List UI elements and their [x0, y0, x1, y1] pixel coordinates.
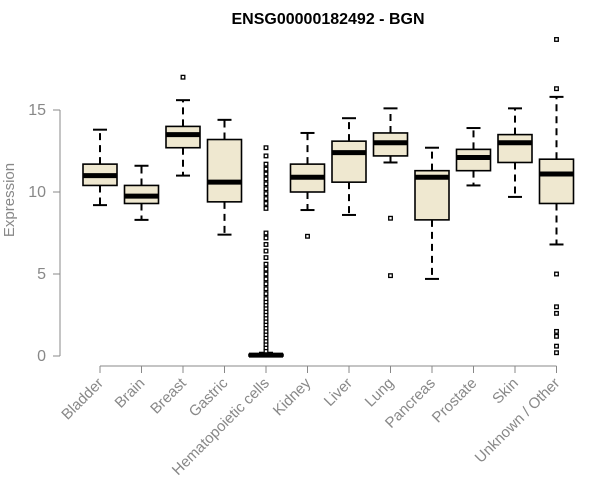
outlier-point	[263, 166, 269, 172]
outlier-point	[263, 201, 269, 206]
x-tick-label: Kidney	[270, 374, 315, 419]
box-brain	[123, 164, 160, 221]
outlier-point	[263, 261, 269, 267]
iqr-box	[206, 138, 243, 203]
x-tick-label: Bladder	[58, 375, 107, 424]
outlier-point	[263, 296, 269, 302]
x-tick-label: Liver	[321, 375, 356, 410]
outlier-point	[554, 333, 559, 339]
box-breast	[165, 74, 201, 177]
outlier-point	[263, 242, 269, 247]
outlier-point	[263, 181, 269, 187]
outlier-point	[554, 328, 559, 334]
outlier-point	[554, 37, 559, 42]
outlier-point	[263, 145, 269, 151]
chart-title: ENSG00000182492 - BGN	[232, 11, 425, 28]
outlier-point	[263, 248, 269, 254]
box-gastric	[206, 118, 243, 236]
outlier-point	[554, 86, 559, 92]
box-skin	[497, 107, 533, 198]
outlier-point	[263, 176, 269, 182]
iqr-box	[331, 140, 367, 183]
outlier-point	[263, 196, 269, 202]
outlier-point	[388, 215, 393, 221]
outlier-point	[554, 304, 559, 310]
outlier-point	[263, 266, 269, 272]
outlier-point	[554, 271, 559, 277]
outlier-point	[554, 350, 559, 356]
x-tick-label: Prostate	[429, 375, 481, 427]
outlier-point	[263, 255, 269, 261]
iqr-box	[497, 133, 533, 164]
outlier-point	[263, 291, 269, 297]
outlier-point	[263, 191, 269, 197]
iqr-box	[538, 158, 575, 205]
y-tick-label: 5	[37, 266, 46, 283]
box-unknown-other	[538, 37, 575, 356]
box-prostate	[455, 127, 492, 187]
box-lung	[372, 107, 409, 279]
outlier-point	[305, 233, 310, 239]
outlier-point	[263, 171, 269, 177]
outlier-point	[263, 286, 269, 292]
box-pancreas	[414, 146, 450, 280]
outlier-point	[263, 276, 269, 282]
y-tick-label: 15	[28, 102, 46, 119]
x-tick-label: Brain	[112, 375, 149, 412]
x-tick-label: Lung	[362, 375, 398, 411]
box-hematopoietic-cells	[248, 145, 284, 358]
outlier-point	[263, 205, 269, 211]
outlier-point	[554, 310, 559, 316]
box-bladder	[82, 128, 118, 207]
outlier-point	[263, 281, 269, 287]
box-kidney	[289, 131, 326, 239]
box-series	[82, 37, 575, 358]
outlier-point	[263, 271, 269, 277]
outlier-point	[180, 74, 186, 80]
y-tick-label: 10	[28, 184, 46, 201]
outlier-point	[263, 153, 269, 159]
outlier-point	[388, 273, 393, 279]
outlier-point	[263, 230, 269, 236]
y-axis: 0 5 10 15	[28, 102, 61, 365]
x-tick-label: Breast	[147, 374, 190, 417]
y-tick-label: 0	[37, 348, 46, 365]
outlier-point	[263, 186, 269, 192]
outlier-point	[263, 235, 269, 241]
outlier-point	[554, 343, 559, 349]
x-tick-label: Skin	[489, 375, 522, 408]
outlier-point	[263, 161, 269, 167]
box-liver	[331, 117, 367, 216]
y-axis-label: Expression	[1, 163, 18, 237]
